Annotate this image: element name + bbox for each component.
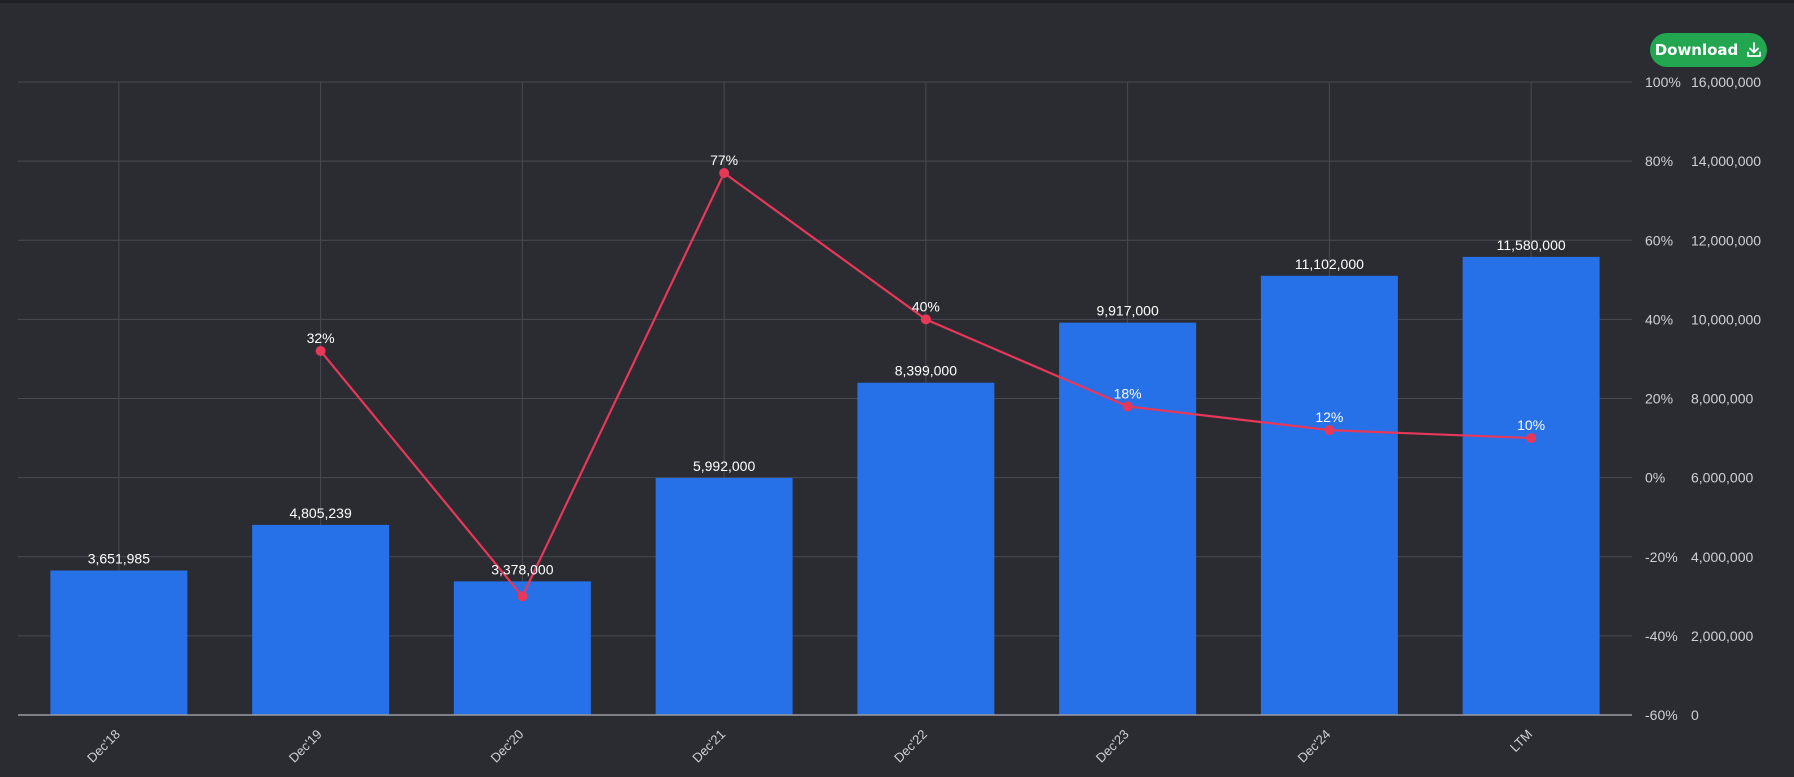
- line-point: [920, 314, 931, 325]
- percent-tick-label: 20%: [1645, 391, 1673, 407]
- line-point: [1122, 401, 1133, 412]
- bar-value-label: 11,102,000: [1295, 256, 1364, 272]
- line-value-label: 18%: [1114, 385, 1142, 401]
- value-tick-label: 12,000,000: [1691, 232, 1761, 248]
- top-border: [0, 0, 1794, 3]
- value-tick-label: 16,000,000: [1691, 74, 1761, 90]
- line-point: [517, 591, 528, 602]
- growth-line-series: [315, 167, 1537, 602]
- x-tick-label: Dec'23: [1093, 727, 1132, 766]
- bar: [50, 570, 188, 715]
- bar-series: [50, 256, 1600, 715]
- line-value-label: 77%: [710, 152, 738, 168]
- download-icon: [1747, 42, 1762, 57]
- line-value-label: 10%: [1517, 417, 1545, 433]
- bar-value-label: 3,378,000: [491, 561, 553, 577]
- bar: [453, 581, 591, 715]
- percent-tick-label: -40%: [1645, 628, 1678, 644]
- x-tick-label: Dec'18: [84, 727, 123, 766]
- bar-value-label: 9,917,000: [1096, 303, 1158, 319]
- x-tick-label: Dec'21: [689, 727, 728, 766]
- value-tick-label: 4,000,000: [1691, 549, 1753, 565]
- percent-tick-label: 0%: [1645, 470, 1665, 486]
- download-label: Download: [1654, 41, 1739, 59]
- bar: [1462, 256, 1600, 715]
- value-tick-label: 14,000,000: [1691, 153, 1761, 169]
- value-tick-label: 0: [1691, 707, 1699, 723]
- data-labels: 3,651,985 4,805,239 3,378,000 5,992,000 8,39…: [88, 152, 1566, 577]
- bar-value-label: 4,805,239: [289, 505, 351, 521]
- line-value-label: 40%: [912, 298, 940, 314]
- percent-tick-label: 60%: [1645, 232, 1673, 248]
- x-tick-label: LTM: [1507, 727, 1535, 755]
- percent-tick-label: 100%: [1645, 74, 1681, 90]
- bar: [655, 477, 793, 715]
- percent-tick-label: -60%: [1645, 707, 1678, 723]
- bar: [1260, 275, 1398, 715]
- bar: [252, 524, 390, 715]
- line-value-label: 12%: [1315, 409, 1343, 425]
- value-tick-label: 6,000,000: [1691, 470, 1753, 486]
- bar-value-label: 8,399,000: [895, 363, 957, 379]
- line-point: [1526, 433, 1537, 444]
- value-tick-label: 8,000,000: [1691, 391, 1753, 407]
- percent-tick-label: 80%: [1645, 153, 1673, 169]
- value-tick-label: 10,000,000: [1691, 311, 1761, 327]
- line-point: [719, 167, 730, 178]
- line-point: [315, 346, 326, 357]
- line-value-label: 32%: [307, 330, 335, 346]
- x-tick-label: Dec'24: [1295, 727, 1334, 766]
- percent-tick-label: -20%: [1645, 549, 1678, 565]
- bar-value-label: 11,580,000: [1497, 237, 1566, 253]
- percent-tick-label: 40%: [1645, 311, 1673, 327]
- x-tick-label: Dec'20: [488, 727, 527, 766]
- bar-value-label: 5,992,000: [693, 458, 755, 474]
- bar-value-label: 3,651,985: [88, 551, 150, 567]
- x-tick-label: Dec'22: [891, 727, 930, 766]
- bar: [1059, 322, 1197, 715]
- bar: [857, 382, 995, 715]
- x-tick-label: Dec'19: [286, 727, 325, 766]
- download-button[interactable]: Download: [1650, 33, 1767, 67]
- value-tick-label: 2,000,000: [1691, 628, 1753, 644]
- line-point: [1324, 425, 1335, 436]
